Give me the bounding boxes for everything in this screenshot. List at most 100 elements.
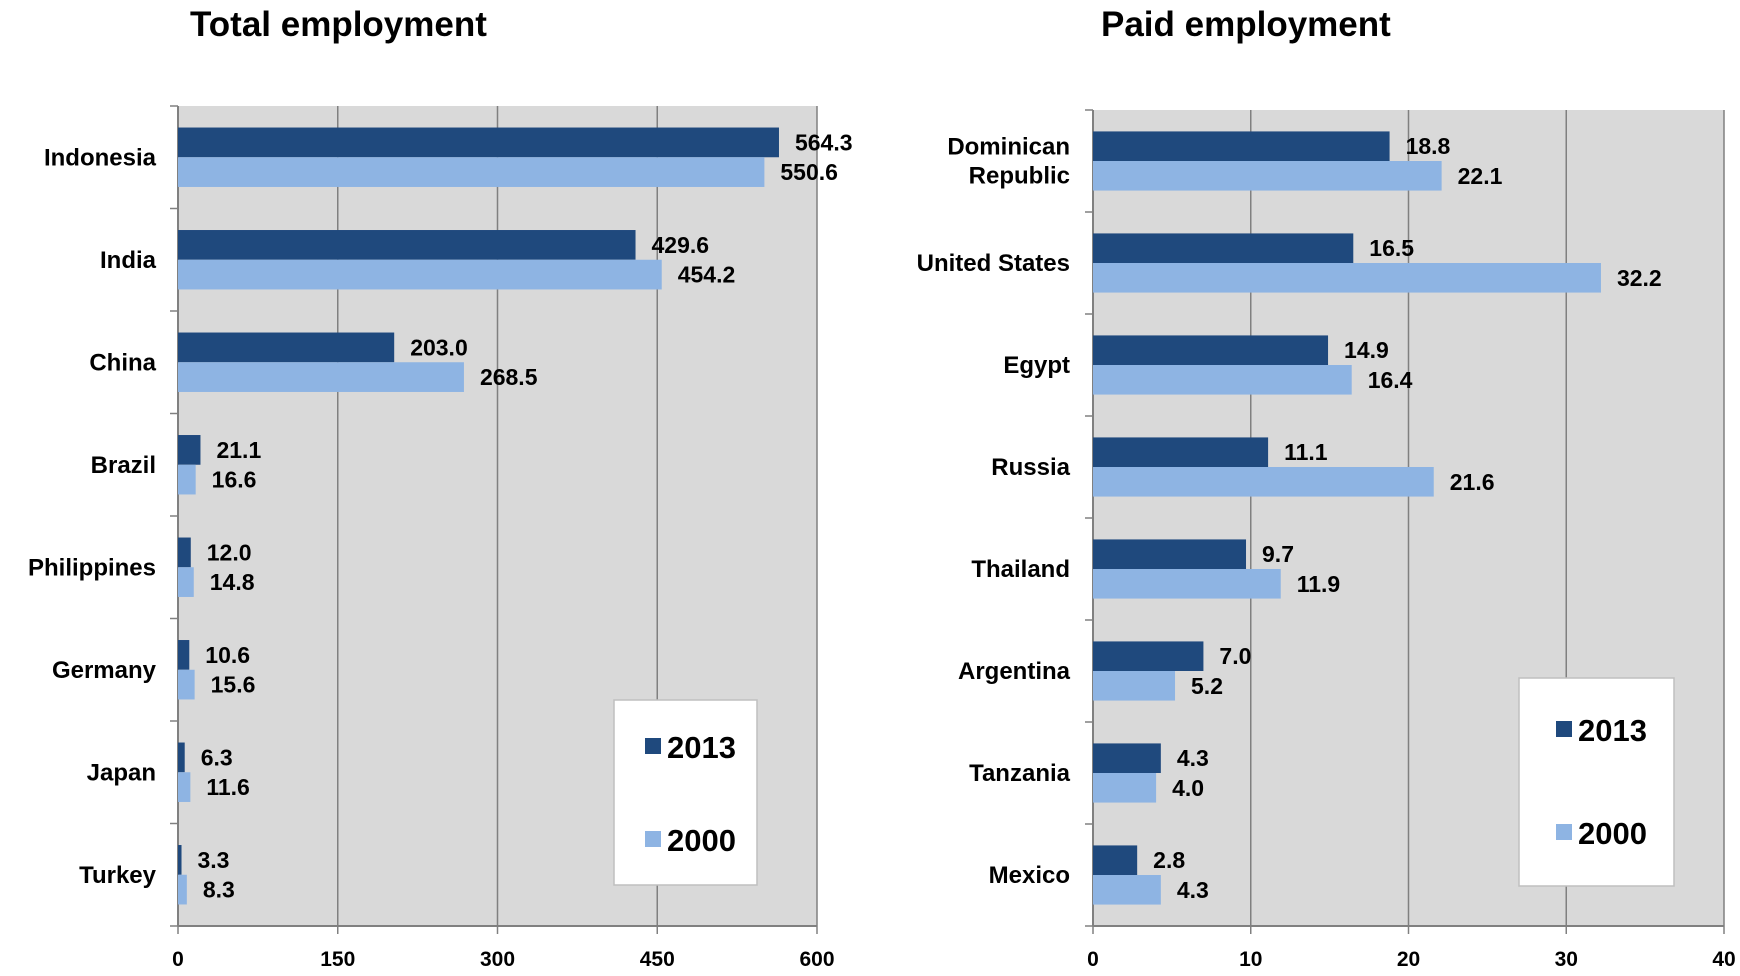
data-label: 454.2: [678, 262, 736, 288]
data-label: 10.6: [205, 642, 250, 668]
category-label: Tanzania: [969, 760, 1071, 787]
category-label: Dominican: [947, 134, 1070, 161]
data-label: 268.5: [480, 364, 538, 390]
bar-2013: [1093, 845, 1138, 875]
data-label: 9.7: [1262, 541, 1294, 567]
bar-2000: [178, 669, 195, 700]
legend-label: 2000: [667, 823, 736, 858]
data-label: 550.6: [780, 159, 838, 185]
bar-2000: [1093, 161, 1442, 191]
bar-2013: [1093, 743, 1161, 773]
data-label: 11.1: [1284, 439, 1328, 465]
bar-2013: [1093, 437, 1269, 467]
data-label: 14.9: [1344, 337, 1389, 363]
category-label: India: [100, 247, 157, 274]
category-label: Turkey: [79, 862, 157, 889]
data-label: 4.3: [1177, 877, 1209, 903]
legend-swatch-2000: [1556, 824, 1572, 840]
bar-2013: [178, 435, 201, 465]
data-label: 7.0: [1219, 643, 1251, 669]
category-label: Republic: [969, 163, 1070, 190]
category-label: Thailand: [971, 556, 1070, 583]
data-label: 564.3: [795, 129, 853, 155]
data-label: 18.8: [1406, 133, 1451, 159]
legend-label: 2013: [667, 730, 736, 765]
bar-2000: [178, 464, 196, 495]
data-label: 11.9: [1297, 571, 1341, 597]
bar-2000: [178, 874, 187, 905]
x-tick-label: 0: [1087, 948, 1099, 971]
category-label: Germany: [52, 657, 157, 684]
bar-2013: [1093, 131, 1390, 161]
bar-2013: [1093, 335, 1329, 365]
data-label: 21.6: [1450, 469, 1495, 495]
bar-2000: [1093, 569, 1281, 599]
chart-title: Total employment: [190, 5, 487, 44]
x-tick-label: 150: [320, 948, 355, 971]
category-label: Japan: [87, 759, 156, 786]
data-label: 4.3: [1177, 745, 1209, 771]
data-label: 5.2: [1191, 673, 1223, 699]
x-tick-label: 600: [799, 948, 834, 971]
data-label: 429.6: [652, 232, 710, 258]
data-label: 12.0: [207, 539, 252, 565]
category-label: Brazil: [91, 452, 156, 479]
data-label: 3.3: [198, 847, 230, 873]
x-tick-label: 450: [640, 948, 675, 971]
category-label: Egypt: [1003, 352, 1070, 379]
data-label: 6.3: [201, 744, 233, 770]
bar-2013: [178, 127, 779, 158]
data-label: 21.1: [216, 437, 261, 463]
bar-2013: [178, 742, 185, 773]
legend-box: [1518, 677, 1675, 887]
bar-2000: [1093, 263, 1601, 293]
data-label: 14.8: [210, 569, 255, 595]
x-tick-label: 10: [1239, 948, 1262, 971]
bar-2000: [178, 259, 662, 290]
bar-2013: [178, 640, 190, 670]
chart-1: 0 150 300 450 600 564.3 550.6 Indonesia 429.6 454…: [28, 5, 853, 971]
category-label: China: [89, 349, 156, 376]
bar-2000: [1093, 671, 1176, 701]
bar-2013: [178, 230, 636, 260]
data-label: 8.3: [203, 877, 235, 903]
bar-2013: [1093, 641, 1204, 671]
x-tick-label: 0: [172, 948, 184, 971]
legend-swatch-2013: [645, 738, 661, 754]
legend-swatch-2013: [1556, 721, 1572, 737]
x-tick-label: 20: [1397, 948, 1420, 971]
category-label: United States: [917, 250, 1070, 277]
bar-2013: [178, 845, 182, 875]
x-tick-label: 30: [1555, 948, 1578, 971]
bar-2000: [178, 362, 464, 392]
category-label: Russia: [991, 454, 1070, 481]
bar-2013: [1093, 233, 1354, 263]
data-label: 15.6: [211, 672, 256, 698]
bar-2013: [1093, 539, 1247, 569]
category-label: Indonesia: [44, 144, 157, 171]
legend-swatch-2000: [645, 831, 661, 847]
data-label: 16.5: [1369, 235, 1414, 261]
bar-2000: [178, 772, 191, 802]
x-tick-label: 300: [480, 948, 515, 971]
legend-label: 2000: [1578, 816, 1647, 851]
data-label: 4.0: [1172, 775, 1204, 801]
data-label: 16.6: [212, 467, 257, 493]
bar-2000: [1093, 365, 1352, 395]
bar-2000: [1093, 773, 1157, 803]
data-label: 22.1: [1458, 163, 1503, 189]
data-label: 2.8: [1153, 847, 1185, 873]
bar-2013: [178, 537, 191, 568]
bar-2000: [1093, 875, 1161, 905]
legend-label: 2013: [1578, 713, 1647, 748]
bar-2013: [178, 332, 395, 363]
legend-box: [613, 699, 758, 886]
category-label: Mexico: [989, 862, 1070, 889]
category-label: Argentina: [958, 658, 1071, 685]
bar-2000: [178, 157, 765, 187]
bar-2000: [178, 567, 194, 597]
data-label: 11.6: [206, 774, 250, 800]
